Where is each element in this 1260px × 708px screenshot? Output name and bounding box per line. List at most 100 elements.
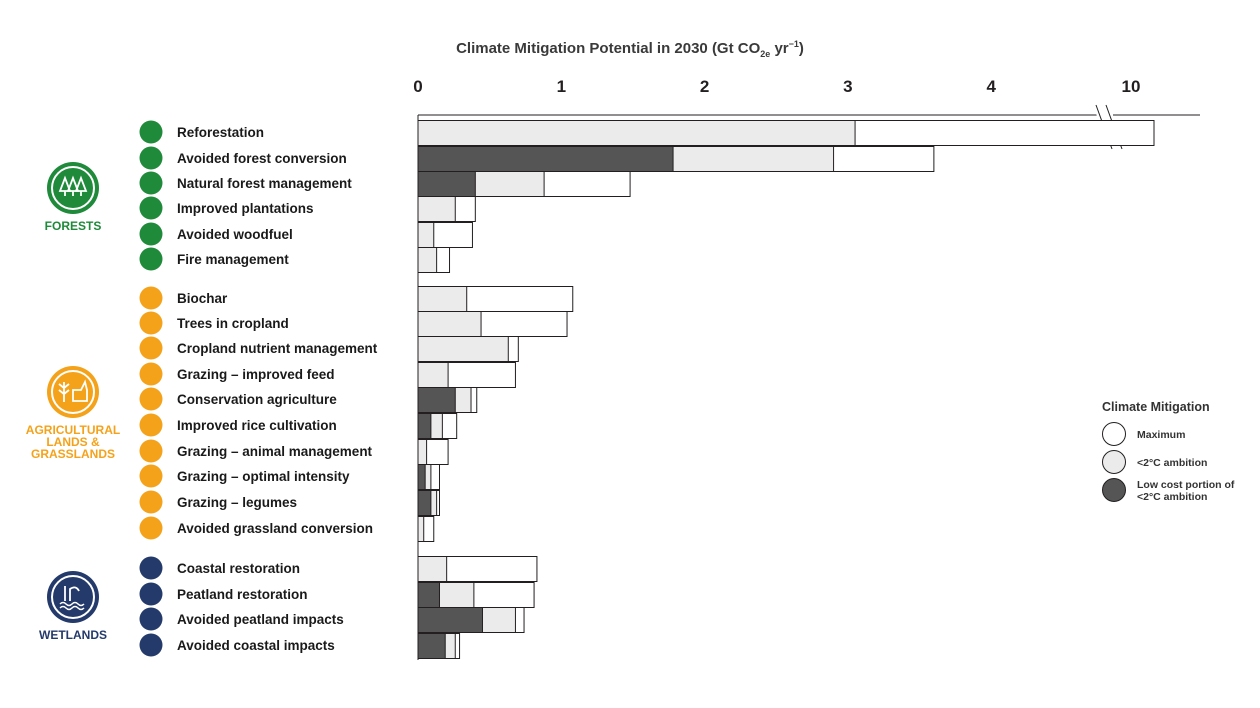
bar-low-cost [417,146,674,172]
category-label: Avoided forest conversion [177,151,347,166]
category-label: Avoided woodfuel [177,227,293,242]
reeds-water-icon [47,571,99,623]
bar-group [417,490,440,516]
bar-ambition [417,516,425,542]
reed-glyph [64,586,80,601]
group-label: FORESTS [45,219,102,233]
group-dot [139,413,163,437]
category-label: Peatland restoration [177,587,308,602]
group-dot [139,464,163,488]
bar-low-cost [417,490,432,516]
bar-ambition [417,336,509,362]
bar-low-cost [417,464,426,490]
group-label: AGRICULTURAL [26,423,120,437]
bar-ambition [417,556,448,582]
category-label: Coastal restoration [177,561,300,576]
chart-title-unit: yr [770,40,789,57]
group-dot [139,633,163,657]
group-dot [139,516,163,540]
bar-low-cost [417,171,476,197]
category-label: Reforestation [177,125,264,140]
group-dot [139,607,163,631]
group-label: WETLANDS [39,628,107,642]
trees-icon [47,162,99,214]
x-tick-label: 4 [986,77,996,96]
group-dot [139,336,163,360]
category-label: Grazing – improved feed [177,367,335,382]
category-label: Improved rice cultivation [177,418,337,433]
bar-group [417,516,435,542]
bar-group [417,222,473,248]
badge-ring [51,575,95,619]
bar-group [417,582,535,608]
category-label: Improved plantations [177,201,314,216]
group-dot [139,311,163,335]
bar-low-cost [417,582,440,608]
bar-group [417,311,568,337]
bar-group [417,607,525,633]
category-label: Trees in cropland [177,316,289,331]
legend-swatch [1102,478,1126,502]
category-label: Avoided peatland impacts [177,612,344,627]
category-label: Avoided coastal impacts [177,638,335,653]
chart-title-subscript: 2e [760,49,770,59]
bar-ambition [417,439,428,465]
x-tick-label: 0 [413,77,422,96]
bar-group [417,439,449,465]
category-label: Conservation agriculture [177,392,337,407]
group-badge: WETLANDS [39,571,107,642]
bar-ambition [417,120,856,146]
group-badge: FORESTS [45,162,102,233]
bar-low-cost [417,413,432,439]
group-dot [139,222,163,246]
category-label: Natural forest management [177,176,352,191]
legend-swatch [1102,450,1126,474]
bar-group [417,146,935,172]
legend-label: <2°C ambition [1137,491,1207,503]
bar-group [417,464,440,490]
bar-ambition [417,222,435,248]
bar-low-cost [417,607,483,633]
legend-label: Low cost portion of [1137,479,1235,491]
group-dot [139,171,163,195]
group-dot [139,196,163,220]
water-glyph [59,605,85,611]
badge-ring [51,370,95,414]
bars [417,120,1155,659]
bar-ambition [417,196,456,222]
legend-title: Climate Mitigation [1102,400,1210,414]
group-dot [139,387,163,411]
bar-group [417,556,538,582]
bar-group [417,171,631,197]
group-dot [139,556,163,580]
chart-title-superscript: −1 [789,39,799,49]
bar-group [417,336,519,362]
x-tick-label: 1 [557,77,566,96]
category-label: Fire management [177,252,289,267]
chart-title-close: ) [799,40,804,57]
legend-label: <2°C ambition [1137,457,1207,469]
category-label: Biochar [177,291,228,306]
category-label: Cropland nutrient management [177,341,378,356]
bar-ambition [417,311,482,337]
group-dot [139,247,163,271]
group-dot [139,439,163,463]
wheat-glyph [58,382,70,402]
legend-swatch [1102,422,1126,446]
category-label: Grazing – animal management [177,444,373,459]
bar-group [417,387,478,413]
group-dot [139,146,163,170]
x-tick-label: 3 [843,77,852,96]
cow-glyph [72,379,88,402]
group-dot [139,286,163,310]
badge-ring [51,166,95,210]
group-dot [139,490,163,514]
bar-ambition [417,286,468,312]
category-label: Grazing – legumes [177,495,297,510]
category-labels: Reforestation Avoided forest conversion Na… [139,120,378,657]
category-label: Avoided grassland conversion [177,521,373,536]
